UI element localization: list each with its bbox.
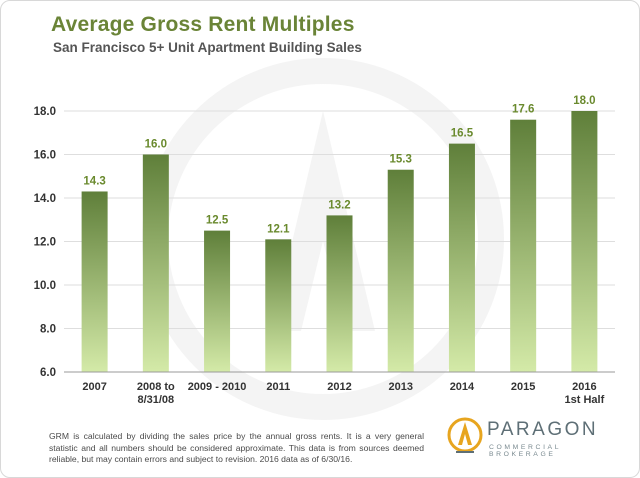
chart-title: Average Gross Rent Multiples [51, 13, 355, 36]
x-tick-label: 2016 [572, 381, 596, 393]
x-tick-label: 2011 [266, 381, 290, 393]
y-tick-label: 16.0 [34, 150, 56, 162]
bar [265, 239, 292, 372]
data-label: 13.2 [328, 199, 350, 211]
data-label: 12.5 [206, 215, 229, 227]
data-label: 14.3 [83, 175, 105, 187]
paragon-logo: PARAGON COMMERCIAL BROKERAGE [443, 415, 613, 461]
y-tick-label: 12.0 [34, 237, 56, 249]
bar [326, 215, 353, 372]
data-label: 12.1 [267, 223, 290, 235]
y-tick-label: 6.0 [40, 367, 56, 379]
x-tick-label: 8/31/08 [137, 394, 174, 406]
bar [204, 230, 231, 372]
logo-name: PARAGON [487, 419, 599, 440]
data-label: 16.0 [145, 139, 167, 151]
bar [571, 111, 598, 372]
x-tick-label: 2013 [388, 381, 412, 393]
y-tick-label: 10.0 [34, 280, 56, 292]
data-label: 17.6 [512, 104, 534, 116]
bar [142, 154, 169, 372]
x-tick-label: 2007 [82, 381, 106, 393]
data-label: 15.3 [390, 154, 412, 166]
bar [448, 143, 475, 372]
data-label: 16.5 [451, 128, 474, 140]
chart-subtitle: San Francisco 5+ Unit Apartment Building… [53, 40, 362, 55]
paragon-flame-icon [447, 417, 483, 453]
x-tick-label: 2014 [450, 381, 475, 393]
data-label: 18.0 [573, 95, 595, 107]
y-tick-label: 8.0 [40, 324, 56, 336]
bar [510, 119, 537, 372]
bar [81, 191, 108, 372]
x-tick-label: 2009 - 2010 [188, 381, 247, 393]
logo-tagline: COMMERCIAL BROKERAGE [489, 444, 561, 458]
x-tick-label: 2008 to [137, 381, 175, 393]
x-tick-label: 1st Half [565, 394, 605, 406]
x-tick-label: 2015 [511, 381, 535, 393]
x-tick-label: 2012 [327, 381, 351, 393]
y-tick-label: 18.0 [34, 106, 56, 118]
y-tick-label: 14.0 [34, 193, 56, 205]
footer-note: GRM is calculated by dividing the sales … [49, 431, 424, 464]
bar [387, 169, 414, 372]
